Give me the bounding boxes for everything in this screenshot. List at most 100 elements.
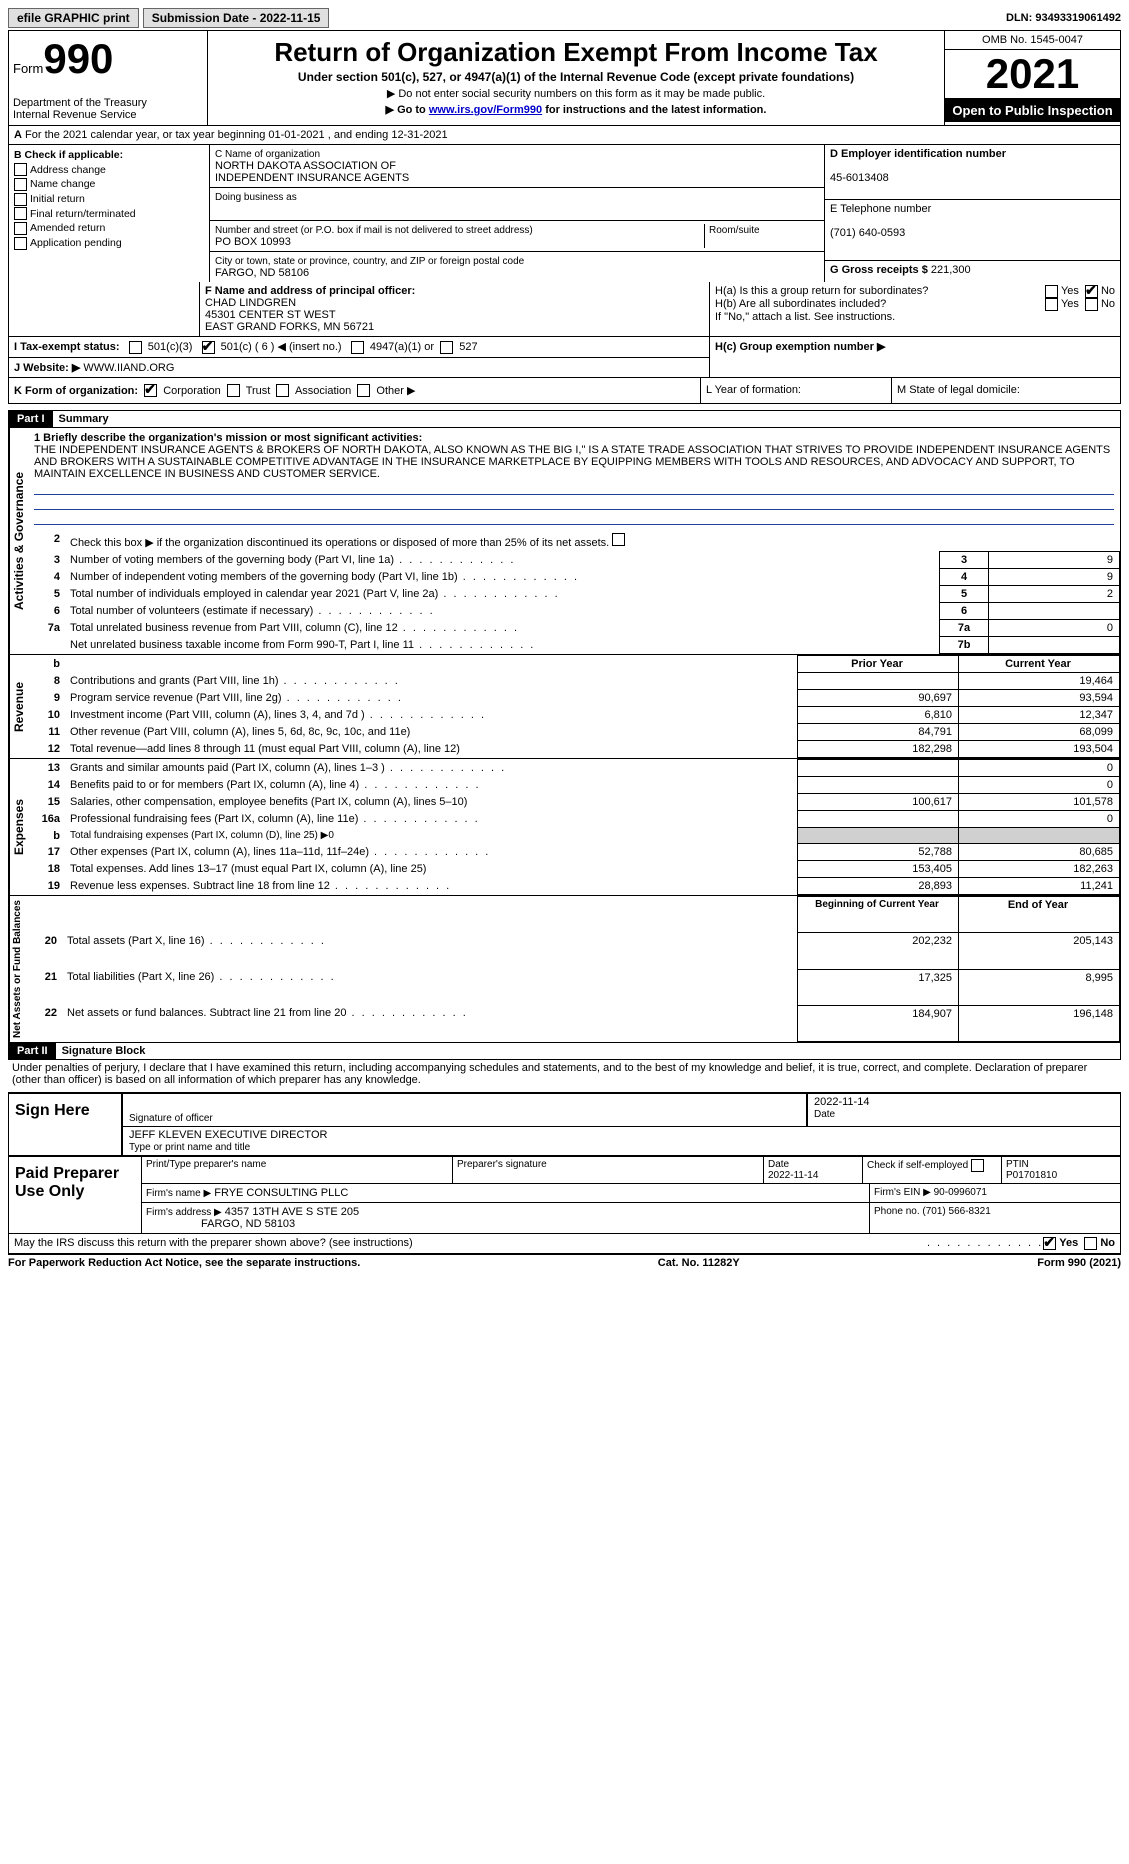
sign-here-block: Sign Here Signature of officer 2022-11-1… <box>8 1092 1121 1156</box>
ein-label: D Employer identification number <box>830 148 1006 160</box>
mission-rule <box>34 497 1114 510</box>
l15-prior: 100,617 <box>798 794 959 811</box>
addr-change-checkbox[interactable] <box>14 163 27 176</box>
l12-text: Total revenue—add lines 8 through 11 (mu… <box>70 743 460 755</box>
4947-checkbox[interactable] <box>351 341 364 354</box>
irs-link[interactable]: www.irs.gov/Form990 <box>429 104 542 116</box>
final-return-checkbox[interactable] <box>14 207 27 220</box>
l17-prior: 52,788 <box>798 844 959 861</box>
line6-text: Total number of volunteers (estimate if … <box>70 605 313 617</box>
l11-prior: 84,791 <box>798 724 959 741</box>
org-name-1: NORTH DAKOTA ASSOCIATION OF <box>215 160 396 172</box>
submission-date-button[interactable]: Submission Date - 2022-11-15 <box>143 8 330 28</box>
form-number: 990 <box>43 35 113 82</box>
sig-date-label: Date <box>814 1109 835 1120</box>
prep-phone-label: Phone no. <box>874 1206 920 1217</box>
ha-yes-checkbox[interactable] <box>1045 285 1058 298</box>
l16b-cur-shaded <box>959 828 1120 844</box>
firm-addr2: FARGO, ND 58103 <box>201 1218 295 1230</box>
goto-prefix: ▶ Go to <box>386 104 429 116</box>
ha-yes: Yes <box>1061 285 1079 298</box>
assoc-checkbox[interactable] <box>276 384 289 397</box>
footer-left: For Paperwork Reduction Act Notice, see … <box>8 1257 360 1269</box>
street-val: PO BOX 10993 <box>215 236 291 248</box>
corp-checkbox[interactable] <box>144 384 157 397</box>
other-checkbox[interactable] <box>357 384 370 397</box>
l21-text: Total liabilities (Part X, line 26) <box>67 971 214 983</box>
501c3-label: 501(c)(3) <box>148 341 193 353</box>
officer-printed-name: JEFF KLEVEN EXECUTIVE DIRECTOR <box>129 1129 327 1141</box>
goto-suffix: for instructions and the latest informat… <box>542 104 766 116</box>
city-val: FARGO, ND 58106 <box>215 267 309 279</box>
box-d-e-g: D Employer identification number 45-6013… <box>824 145 1120 282</box>
form-title-block: Return of Organization Exempt From Incom… <box>208 31 944 125</box>
vert-expenses: Expenses <box>9 759 28 895</box>
l22-beg: 184,907 <box>798 1005 959 1041</box>
l15-cur: 101,578 <box>959 794 1120 811</box>
527-checkbox[interactable] <box>440 341 453 354</box>
l13-text: Grants and similar amounts paid (Part IX… <box>70 762 385 774</box>
efile-print-button[interactable]: efile GRAPHIC print <box>8 8 139 28</box>
l9-prior: 90,697 <box>798 690 959 707</box>
l10-cur: 12,347 <box>959 707 1120 724</box>
l12-prior: 182,298 <box>798 741 959 758</box>
prep-phone-val: (701) 566-8321 <box>922 1206 990 1217</box>
sig-date-val: 2022-11-14 <box>814 1096 869 1108</box>
ein-val: 45-6013408 <box>830 172 889 184</box>
name-change-checkbox[interactable] <box>14 178 27 191</box>
discuss-no: No <box>1100 1237 1115 1250</box>
form-org-label: K Form of organization: <box>14 385 138 397</box>
dept-treasury: Department of the Treasury <box>13 97 147 109</box>
l22-text: Net assets or fund balances. Subtract li… <box>67 1007 346 1019</box>
line4-val: 9 <box>989 569 1120 586</box>
row-f-h: F Name and address of principal officer:… <box>8 282 1121 337</box>
final-return-label: Final return/terminated <box>30 208 136 220</box>
part-2-bar: Part II <box>9 1043 56 1059</box>
line2-checkbox[interactable] <box>612 533 625 546</box>
expenses-table: 13Grants and similar amounts paid (Part … <box>28 759 1120 895</box>
l14-cur: 0 <box>959 777 1120 794</box>
hb-yes-checkbox[interactable] <box>1045 298 1058 311</box>
revenue-table: bPrior YearCurrent Year 8Contributions a… <box>28 655 1120 758</box>
discuss-no-checkbox[interactable] <box>1084 1237 1097 1250</box>
l11-cur: 68,099 <box>959 724 1120 741</box>
amended-label: Amended return <box>30 222 105 234</box>
app-pending-label: Application pending <box>30 237 122 249</box>
prep-name-label: Print/Type preparer's name <box>142 1157 453 1183</box>
firm-ein-label: Firm's EIN ▶ <box>874 1187 931 1198</box>
501c-checkbox[interactable] <box>202 341 215 354</box>
tax-status-label: I Tax-exempt status: <box>14 341 120 353</box>
paid-preparer-block: Paid Preparer Use Only Print/Type prepar… <box>8 1156 1121 1234</box>
phone-val: (701) 640-0593 <box>830 227 905 239</box>
self-emp-checkbox[interactable] <box>971 1159 984 1172</box>
l16a-prior <box>798 811 959 828</box>
activities-governance-block: Activities & Governance 1 Briefly descri… <box>8 428 1121 655</box>
hb-no: No <box>1101 298 1115 311</box>
self-emp-label: Check if self-employed <box>867 1160 968 1171</box>
ha-no-checkbox[interactable] <box>1085 285 1098 298</box>
trust-checkbox[interactable] <box>227 384 240 397</box>
l20-end: 205,143 <box>959 933 1120 969</box>
netassets-table: Beginning of Current YearEnd of Year 20T… <box>25 896 1120 1042</box>
line2-text: Check this box ▶ if the organization dis… <box>70 537 609 549</box>
l10-text: Investment income (Part VIII, column (A)… <box>70 709 365 721</box>
501c3-checkbox[interactable] <box>129 341 142 354</box>
rev-b: b <box>28 656 66 673</box>
form-right-col: OMB No. 1545-0047 2021 Open to Public In… <box>944 31 1120 125</box>
part-1-bar: Part I <box>9 411 53 427</box>
app-pending-checkbox[interactable] <box>14 237 27 250</box>
part-2-title: Signature Block <box>56 1043 152 1059</box>
amended-checkbox[interactable] <box>14 222 27 235</box>
l8-text: Contributions and grants (Part VIII, lin… <box>70 675 279 687</box>
prior-year-hdr: Prior Year <box>798 656 959 673</box>
discuss-yes-checkbox[interactable] <box>1043 1237 1056 1250</box>
hb-no-checkbox[interactable] <box>1085 298 1098 311</box>
firm-name-val: FRYE CONSULTING PLLC <box>214 1187 348 1199</box>
firm-ein-val: 90-0996071 <box>934 1187 987 1198</box>
l19-cur: 11,241 <box>959 878 1120 895</box>
row-i-j-hc: I Tax-exempt status: 501(c)(3) 501(c) ( … <box>8 337 1121 378</box>
tax-year: 2021 <box>945 50 1120 99</box>
l19-text: Revenue less expenses. Subtract line 18 … <box>70 880 330 892</box>
h-b-note: If "No," attach a list. See instructions… <box>715 311 1115 323</box>
initial-return-checkbox[interactable] <box>14 193 27 206</box>
